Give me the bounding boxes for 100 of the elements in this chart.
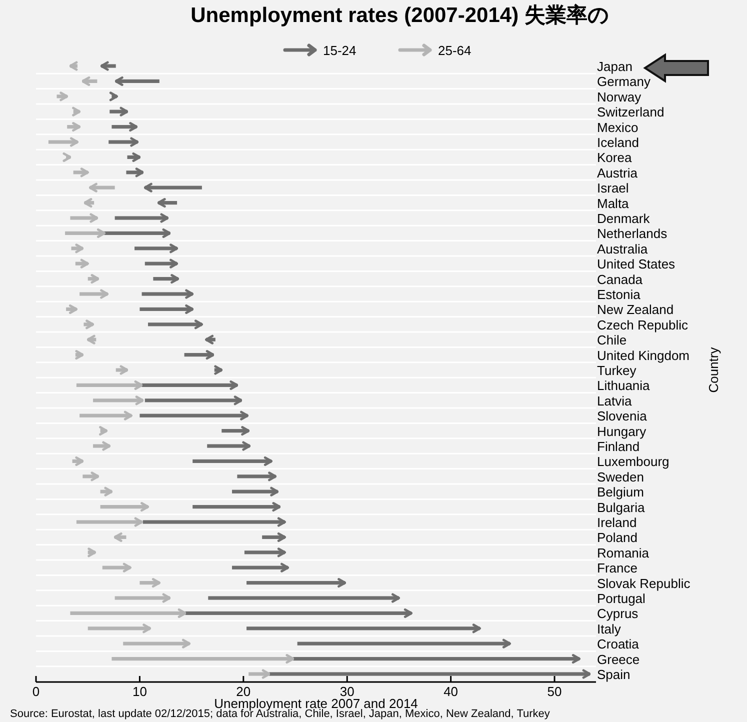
bar (244, 550, 285, 554)
bar (207, 444, 250, 448)
bar (71, 246, 83, 250)
x-tick-label: 40 (444, 684, 458, 699)
bar (90, 186, 115, 190)
y-tick-label: Estonia (597, 287, 642, 302)
bar (246, 581, 346, 585)
bar (123, 642, 190, 646)
y-tick-label: Iceland (597, 135, 639, 150)
y-tick-label: Hungary (597, 424, 647, 439)
bar (153, 277, 178, 281)
bar (48, 140, 78, 144)
y-tick-label: Bulgaria (597, 500, 646, 515)
y-tick-label: Malta (597, 196, 630, 211)
bar (140, 581, 160, 585)
bar (237, 474, 276, 478)
bar (192, 459, 272, 463)
y-tick-label: United States (597, 256, 676, 272)
bar (70, 611, 186, 615)
bar (112, 94, 117, 98)
bar (208, 596, 399, 600)
bar (84, 201, 94, 205)
bar (140, 414, 248, 418)
bar (144, 262, 178, 266)
bar (76, 520, 142, 524)
bar (56, 94, 68, 98)
bar (140, 307, 193, 311)
bar (134, 246, 178, 250)
bar (101, 64, 116, 68)
bar (184, 353, 214, 357)
y-tick-label: Luxembourg (597, 454, 670, 470)
bar (293, 657, 580, 661)
bar (66, 155, 70, 159)
y-tick-label: Chile (597, 332, 627, 348)
y-tick-label: Portugal (597, 591, 646, 606)
y-tick-label: Korea (597, 150, 632, 166)
y-tick-label: Switzerland (597, 104, 664, 120)
legend-label: 15-24 (323, 43, 356, 58)
bar (93, 444, 110, 448)
bar (93, 398, 143, 402)
bar (206, 338, 216, 342)
y-tick-label: New Zealand (597, 302, 674, 318)
y-tick-label: Slovenia (597, 408, 648, 424)
bar (248, 672, 270, 676)
x-tick-label: 30 (340, 684, 354, 699)
x-tick-label: 10 (132, 684, 147, 699)
y-tick-label: United Kingdom (597, 348, 690, 363)
bar (108, 140, 138, 144)
bar (66, 307, 76, 311)
bar (72, 459, 83, 463)
bar (76, 383, 142, 387)
bar (297, 642, 510, 646)
y-tick-label: Denmark (597, 211, 650, 226)
y-tick-label: Belgium (597, 484, 644, 500)
y-tick-label: Germany (597, 74, 651, 90)
bar (246, 626, 480, 630)
bar (110, 110, 128, 114)
bar (214, 368, 222, 372)
bar (73, 110, 80, 114)
bar (88, 338, 96, 342)
bar (142, 383, 238, 387)
bar (142, 292, 193, 296)
bar (192, 505, 280, 509)
y-tick-label: Japan (597, 59, 632, 74)
y-axis-title: Country (706, 346, 721, 393)
y-tick-label: Mexico (597, 120, 638, 135)
y-tick-label: Finland (597, 439, 640, 454)
bar (82, 79, 98, 83)
bar (269, 672, 590, 676)
y-tick-label: Netherlands (597, 226, 668, 242)
y-tick-label: Poland (597, 530, 638, 546)
bar (102, 566, 130, 570)
source-note: Source: Eurostat, last update 02/12/2015; data for Australia, Chile, Israel, Japan, Mexico, New Zealand, Turkey (10, 708, 550, 720)
y-tick-label: Ireland (597, 515, 637, 530)
bar (112, 125, 137, 129)
bar (80, 414, 132, 418)
x-tick-label: 0 (32, 684, 40, 699)
bar (70, 64, 78, 68)
x-tick-label: 50 (547, 684, 562, 699)
bar (114, 596, 170, 600)
bar (88, 626, 150, 630)
y-tick-label: Romania (597, 545, 650, 560)
x-tick-label: 20 (236, 684, 251, 699)
y-tick-label: Austria (597, 165, 638, 180)
y-tick-label: Turkey (597, 363, 637, 378)
bar (112, 657, 294, 661)
bar (262, 535, 285, 539)
y-tick-label: Italy (597, 621, 622, 636)
bar (102, 231, 170, 235)
y-tick-label: Czech Republic (597, 317, 689, 332)
bar (144, 186, 202, 190)
y-tick-label: France (597, 560, 638, 576)
y-tick-label: Spain (597, 667, 630, 682)
y-tick-label: Canada (597, 272, 644, 287)
bar (222, 429, 249, 433)
bar (88, 550, 96, 554)
bar (127, 155, 140, 159)
bar (142, 520, 285, 524)
chart-title: Unemployment rates (2007-2014) 失業率の (190, 3, 610, 27)
bar (75, 353, 83, 357)
